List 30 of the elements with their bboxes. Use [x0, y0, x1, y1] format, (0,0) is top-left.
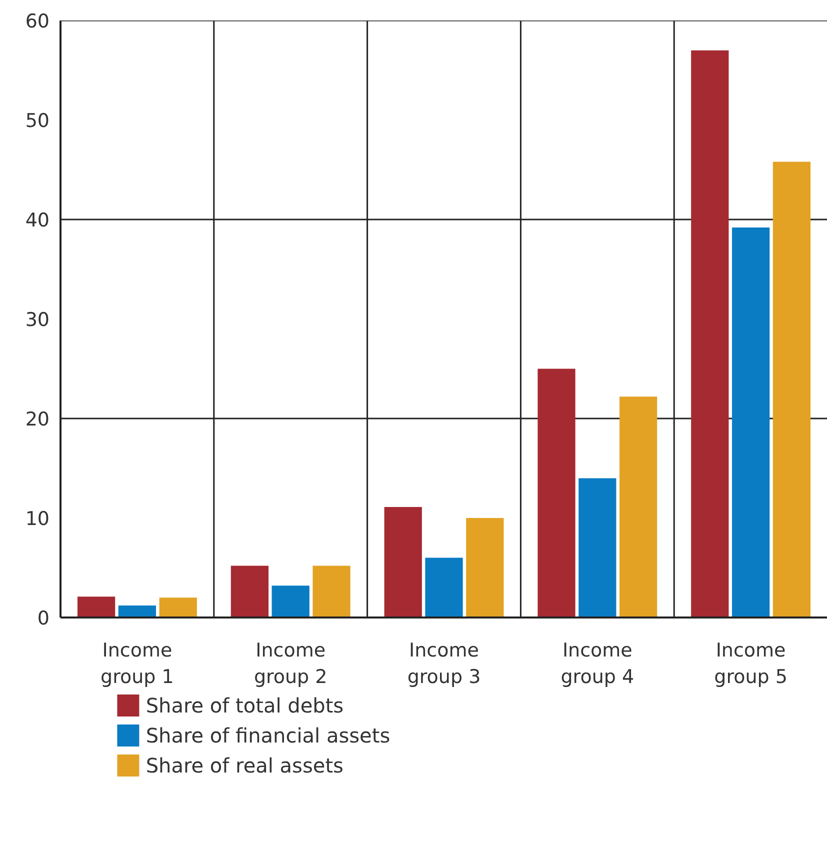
bar — [77, 596, 116, 618]
legend-label: Share of financial assets — [146, 724, 390, 748]
x-tick-label: Income group 4 — [560, 640, 634, 688]
y-tick-label: 40 — [25, 210, 50, 232]
bar — [118, 606, 156, 618]
bar — [732, 227, 770, 618]
x-tick-label: Income group 5 — [714, 640, 788, 688]
bar — [230, 566, 269, 618]
bar — [538, 368, 576, 618]
y-tick-label: 60 — [25, 10, 50, 32]
y-tick-label: 50 — [25, 110, 50, 132]
x-tick-label: Income group 1 — [100, 640, 174, 688]
y-tick-label: 30 — [25, 309, 50, 331]
y-tick-label: 10 — [25, 508, 50, 530]
bar — [425, 558, 463, 618]
legend-label: Share of real assets — [146, 754, 344, 778]
x-tick-label: Income group 2 — [254, 640, 328, 688]
legend-label: Share of total debts — [146, 694, 344, 718]
bar — [384, 507, 422, 618]
bar — [466, 518, 504, 618]
x-tick-label: Income group 3 — [407, 640, 481, 688]
y-tick-label: 20 — [25, 408, 50, 430]
bar — [691, 50, 729, 618]
y-tick-label: 0 — [37, 608, 50, 630]
bar — [159, 598, 197, 618]
bar — [272, 586, 310, 618]
bar — [578, 478, 616, 618]
bar — [619, 396, 658, 618]
bar — [772, 162, 811, 618]
bar — [312, 566, 350, 618]
